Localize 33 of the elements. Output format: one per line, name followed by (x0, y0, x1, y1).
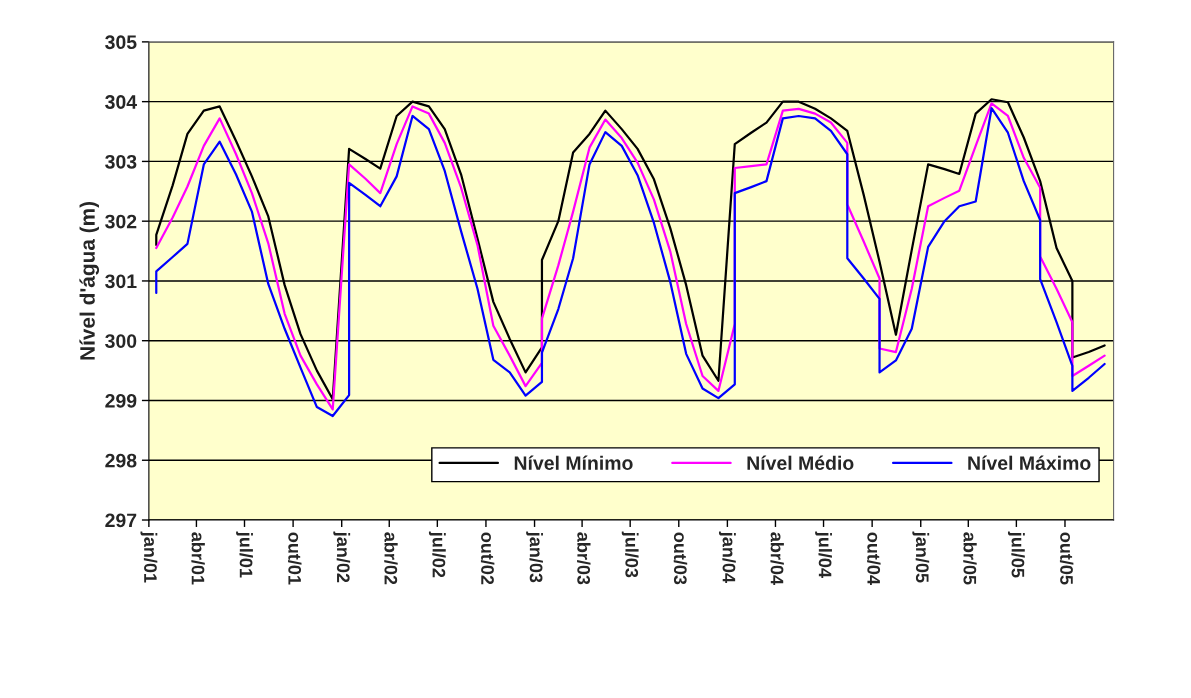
x-tick-label: abr/03 (577, 532, 591, 585)
y-tick-label: 302 (105, 214, 137, 229)
x-tick-label: jan/01 (140, 531, 158, 583)
y-tick-label: 305 (105, 35, 137, 50)
x-tick-label: abr/02 (384, 532, 398, 585)
x-tick-label: jul/05 (1007, 531, 1025, 578)
legend-label: Nível Máximo (968, 455, 1091, 470)
legend-label: Nível Mínimo (514, 455, 633, 470)
x-tick-label: abr/05 (963, 532, 977, 585)
x-tick-label: jan/04 (718, 531, 736, 583)
y-tick-label: 304 (105, 95, 137, 109)
x-tick-label: out/04 (867, 532, 881, 585)
x-tick-label: jan/05 (912, 531, 930, 583)
y-tick-label: 299 (105, 393, 137, 408)
x-tick-label: jan/03 (526, 531, 543, 583)
y-tick-label: 303 (105, 154, 137, 169)
x-tick-label: jul/03 (621, 531, 639, 578)
legend-label: Nível Médio (747, 455, 854, 470)
x-tick-label: out/03 (673, 532, 688, 585)
x-tick-label: abr/04 (770, 532, 784, 585)
x-tick-label: out/05 (1059, 532, 1074, 585)
y-axis-title: Nível d'água (m) (79, 201, 100, 360)
x-tick-label: jul/04 (815, 531, 832, 578)
x-tick-label: jul/02 (428, 531, 446, 578)
y-tick-label: 298 (105, 453, 137, 468)
x-tick-label: abr/01 (191, 532, 205, 585)
x-tick-label: jul/01 (236, 531, 253, 578)
y-tick-label: 301 (105, 274, 137, 289)
x-tick-label: out/02 (480, 532, 495, 585)
y-tick-label: 297 (105, 513, 137, 528)
y-tick-label: 300 (105, 334, 137, 348)
x-tick-label: jan/02 (333, 531, 351, 583)
x-tick-label: out/01 (288, 532, 302, 585)
